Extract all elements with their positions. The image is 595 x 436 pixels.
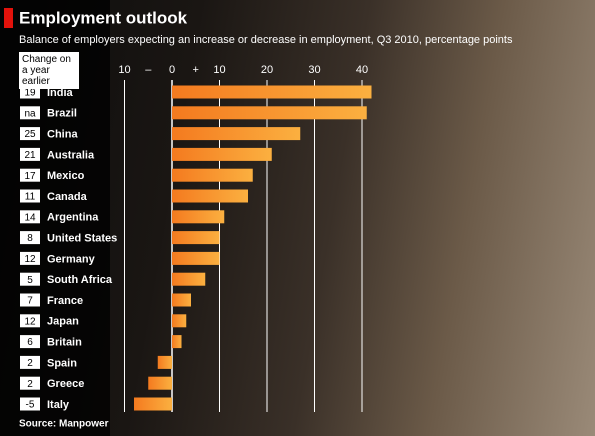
source: Source: Manpower [19, 419, 109, 430]
bar [172, 168, 253, 182]
change-label: 12 [24, 254, 36, 265]
change-header: Change on a year earlier [19, 52, 79, 89]
change-label: 8 [27, 233, 33, 244]
change-box [20, 189, 40, 203]
change-label: 2 [27, 358, 33, 369]
change-box [20, 127, 40, 141]
x-tick-label: 10 [118, 64, 130, 76]
bar [172, 85, 372, 99]
bar [172, 335, 182, 349]
change-box [20, 335, 40, 349]
change-label: 6 [27, 337, 33, 348]
y-tick-label: Japan [47, 316, 79, 328]
y-tick-label: Germany [47, 253, 96, 265]
change-box [20, 147, 40, 161]
change-label: 12 [24, 316, 36, 327]
bar [172, 231, 220, 245]
change-box [20, 314, 40, 328]
change-label: 5 [27, 275, 33, 286]
chart-title: Employment outlook [19, 8, 188, 27]
bar [172, 189, 248, 203]
bar [134, 397, 172, 411]
change-box [20, 397, 40, 411]
change-label: 2 [27, 379, 33, 390]
change-label: 17 [24, 171, 36, 182]
change-box [20, 251, 40, 265]
y-tick-label: Greece [47, 378, 84, 390]
change-box [20, 231, 40, 245]
bar [148, 376, 172, 390]
y-tick-label: Brazil [47, 108, 77, 120]
change-label: 21 [24, 150, 36, 161]
change-box [20, 168, 40, 182]
change-box [20, 293, 40, 307]
axis-sign: – [145, 64, 152, 76]
y-tick-label: France [47, 295, 83, 307]
y-tick-label: China [47, 129, 78, 141]
change-label: na [24, 108, 36, 119]
change-label: 19 [24, 88, 36, 99]
chart-subtitle: Balance of employers expecting an increa… [19, 34, 513, 46]
x-tick-label: 20 [261, 64, 273, 76]
change-label: 7 [27, 296, 33, 307]
bar [172, 106, 367, 120]
x-tick-label: 10 [213, 64, 225, 76]
change-label: 25 [24, 129, 36, 140]
y-tick-label: Argentina [47, 212, 99, 224]
bar [172, 210, 225, 224]
y-tick-label: United States [47, 233, 117, 245]
change-box [20, 210, 40, 224]
y-tick-label: Australia [47, 149, 95, 161]
bar [172, 251, 220, 265]
bar [172, 293, 191, 307]
change-label: -5 [26, 400, 35, 411]
change-label: 14 [24, 212, 36, 223]
bar [172, 272, 206, 286]
change-box [20, 106, 40, 120]
bar [157, 355, 172, 369]
change-box [20, 272, 40, 286]
x-tick-label: 30 [308, 64, 320, 76]
y-tick-label: Britain [47, 337, 82, 349]
x-tick-label: 0 [169, 64, 175, 76]
bar [172, 147, 272, 161]
axis-sign: + [193, 64, 199, 76]
bar [172, 314, 187, 328]
y-tick-label: India [47, 87, 74, 99]
x-tick-label: 40 [356, 64, 368, 76]
y-tick-label: Mexico [47, 170, 85, 182]
y-tick-label: Spain [47, 357, 77, 369]
change-box [20, 355, 40, 369]
y-tick-label: Canada [47, 191, 88, 203]
title-marker [4, 8, 13, 28]
bar [172, 127, 301, 141]
change-box [20, 376, 40, 390]
y-tick-label: South Africa [47, 274, 113, 286]
change-label: 11 [25, 192, 36, 203]
y-tick-label: Italy [47, 399, 70, 411]
